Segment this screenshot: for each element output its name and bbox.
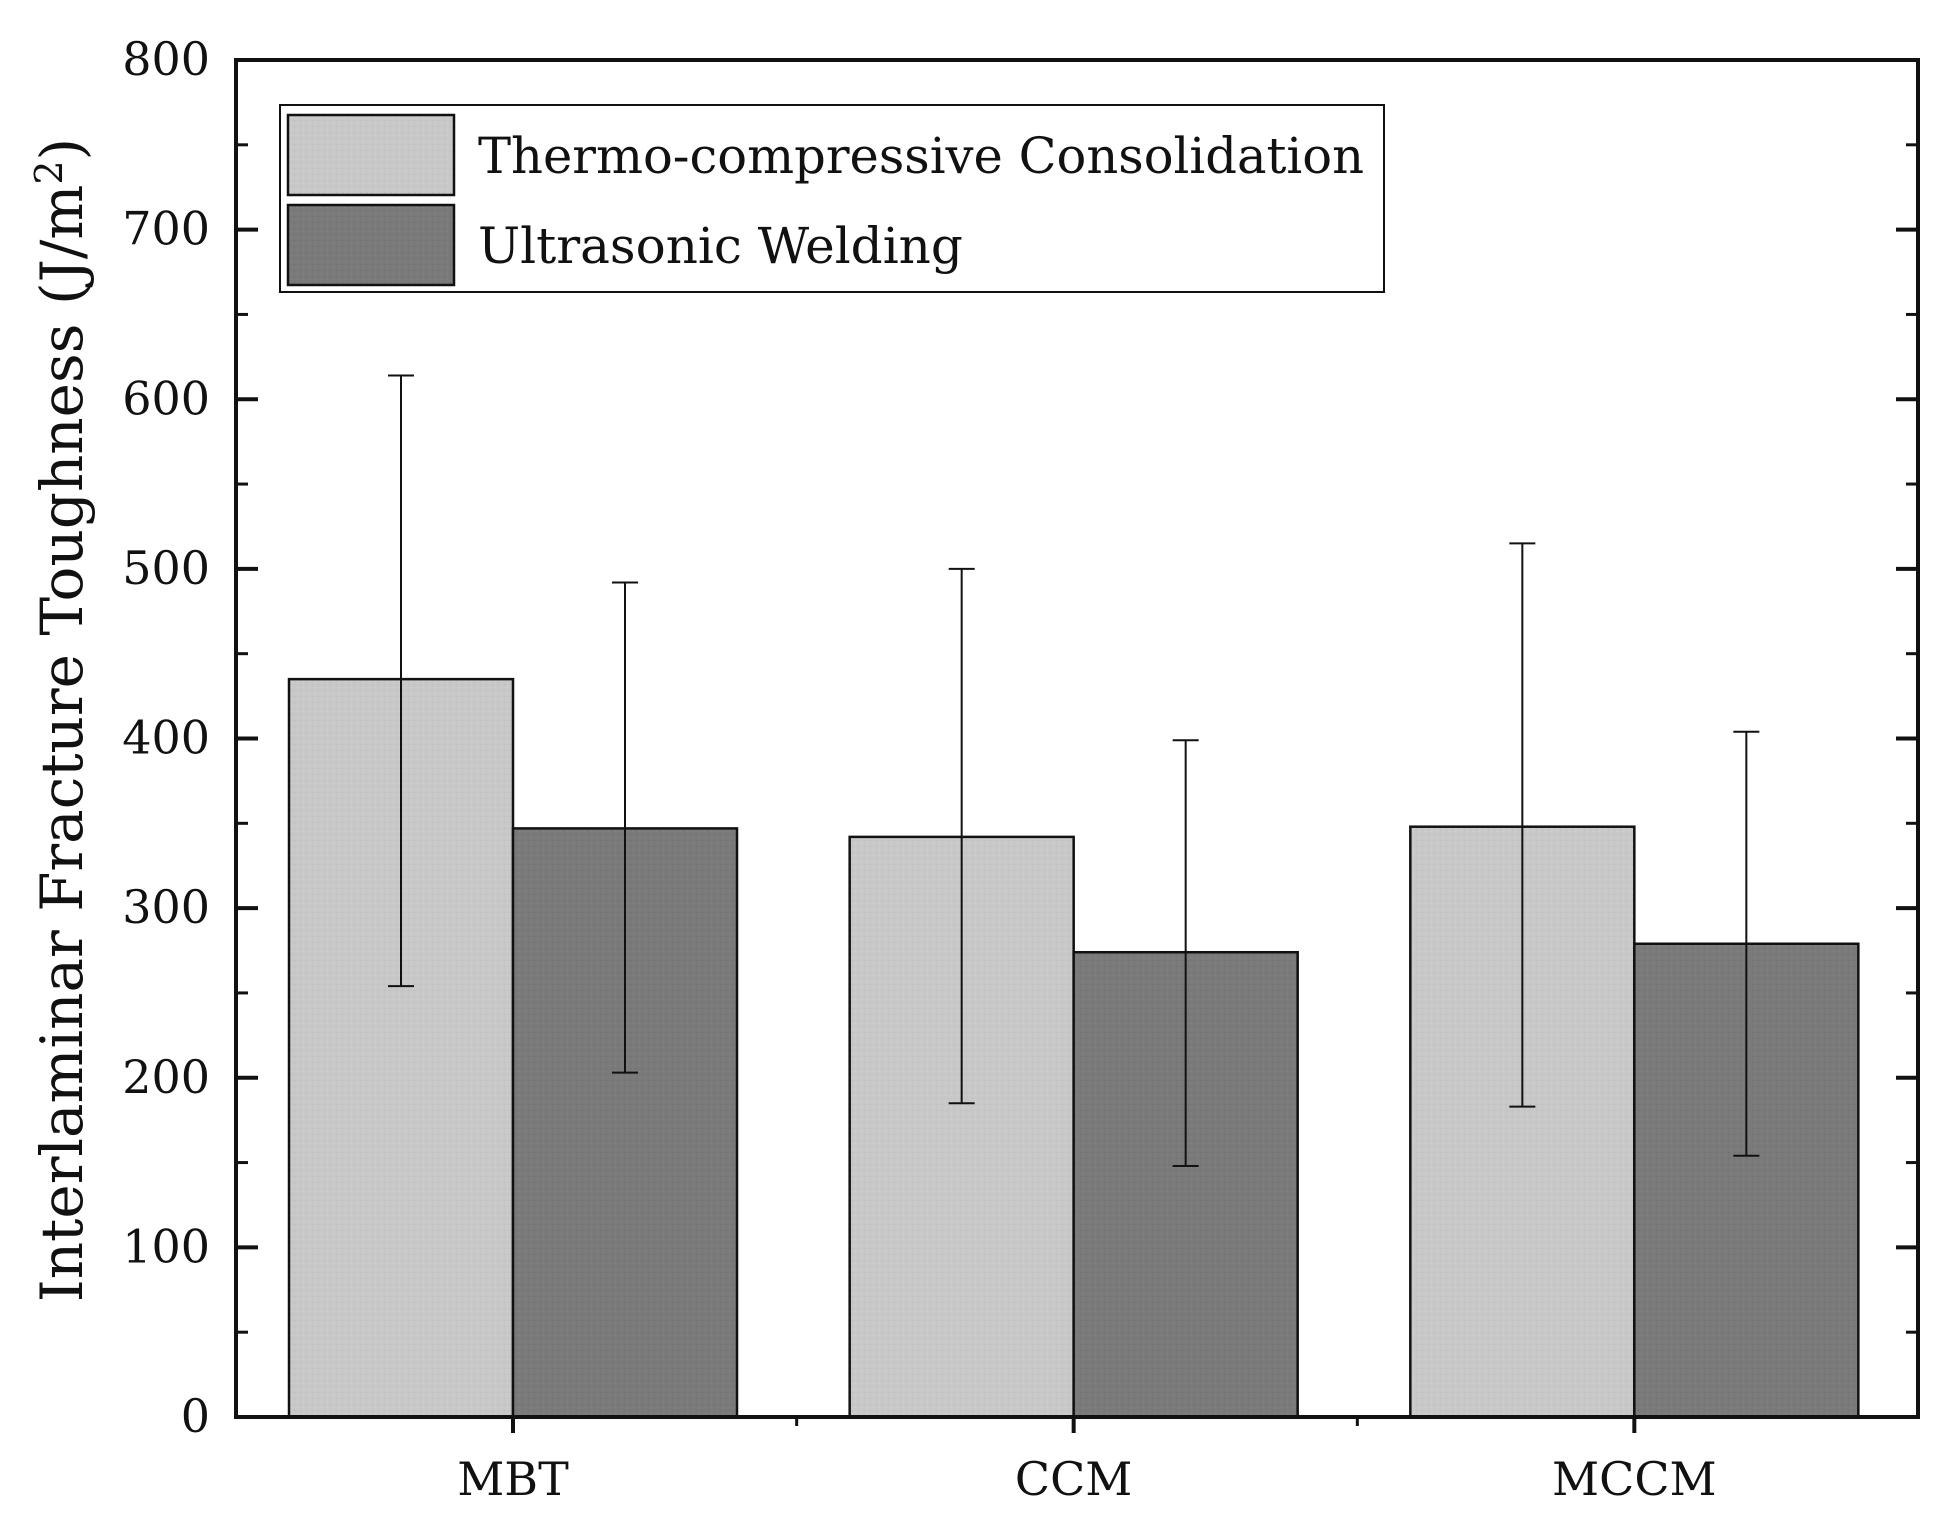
legend-label-series-2: Ultrasonic Welding <box>478 217 963 275</box>
error-bar-ccm-series-2 <box>1172 739 1199 1167</box>
bars-layer <box>287 677 1860 1419</box>
axes-layer: 0 100 200 300 400 500 600 700 800 MBT CCM MCCM <box>122 32 1920 1506</box>
y-tick-label: 200 <box>122 1050 210 1104</box>
y-tick-label: 500 <box>122 541 210 595</box>
x-tick-label-ccm: CCM <box>1015 1452 1133 1506</box>
legend: Thermo-compressive Consolidation Ultrason… <box>279 104 1385 293</box>
error-bars-layer <box>388 374 1760 1167</box>
legend-swatch-series-1 <box>286 113 456 197</box>
error-bar-mbt-series-1 <box>388 374 414 988</box>
y-tick-label: 400 <box>122 711 210 765</box>
y-tick-label: 600 <box>122 371 210 425</box>
x-tick-label-mbt: MBT <box>457 1452 569 1506</box>
error-bar-mbt-series-2 <box>612 581 638 1074</box>
y-tick-label: 0 <box>181 1389 210 1443</box>
y-tick-label: 700 <box>122 202 210 256</box>
y-tick-label: 800 <box>122 32 210 86</box>
legend-swatch-series-2 <box>286 203 456 287</box>
y-tick-label: 100 <box>122 1219 210 1273</box>
legend-label-series-1: Thermo-compressive Consolidation <box>478 127 1364 185</box>
y-tick-label: 300 <box>122 880 210 934</box>
legend-box <box>279 104 1385 293</box>
x-tick-label-mccm: MCCM <box>1552 1452 1717 1506</box>
y-axis-title: Interlaminar Fracture Toughness (J/m2) <box>27 138 96 1302</box>
error-bar-mccm-series-1 <box>1509 542 1536 1108</box>
error-bar-mccm-series-2 <box>1733 730 1760 1157</box>
error-bar-ccm-series-1 <box>948 567 975 1105</box>
